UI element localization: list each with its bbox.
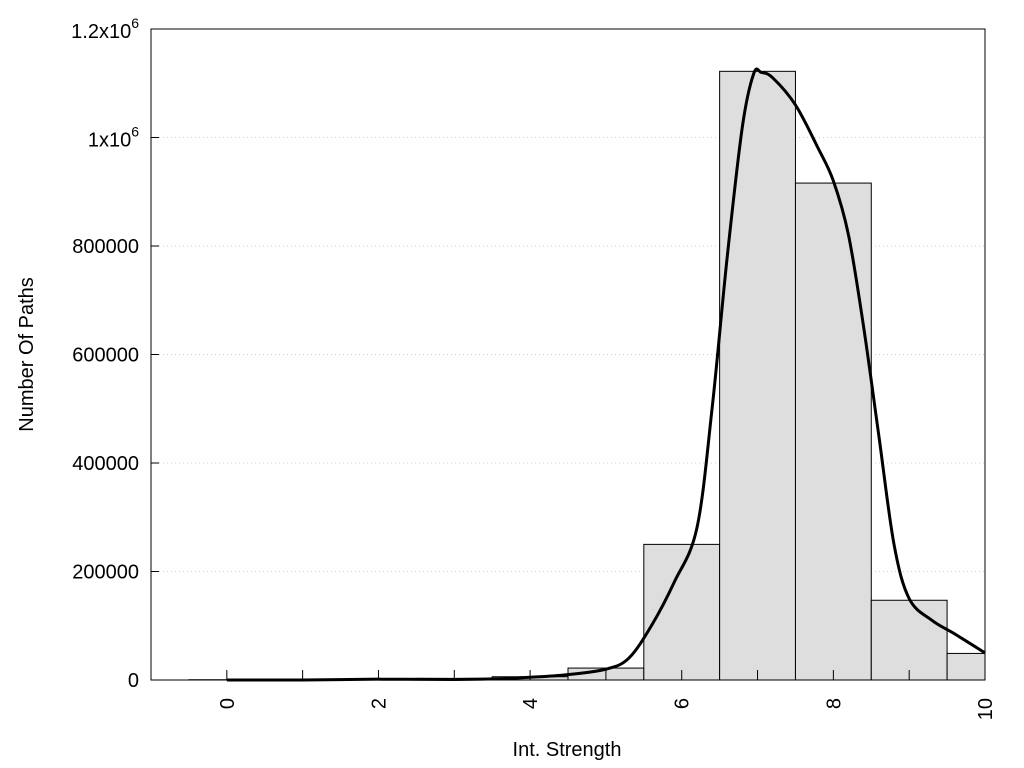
histogram-bar [643, 543, 721, 681]
histogram-bar [794, 182, 872, 681]
density-curve [226, 67, 986, 682]
y-axis-ticks: 0 200000 400000 600000 800000 1x106 1.2x106 [71, 15, 159, 692]
y-tick-label: 1.2x106 [71, 15, 139, 43]
histogram-bar [870, 599, 948, 681]
y-tick-label: 0 [128, 670, 139, 692]
y-tick-label: 1x106 [88, 124, 139, 152]
x-tick-label: 10 [975, 698, 997, 720]
x-tick-label: 0 [217, 698, 239, 709]
y-axis-label: Number Of Paths [16, 277, 38, 432]
y-tick-label: 800000 [72, 236, 139, 258]
x-axis-label: Int. Strength [513, 739, 622, 761]
histogram-bars [188, 70, 986, 681]
x-tick-label: 6 [672, 698, 694, 709]
y-tick-label: 200000 [72, 562, 139, 584]
x-tick-label: 2 [368, 698, 390, 709]
grid-lines [151, 137, 985, 572]
x-tick-label: 8 [823, 698, 845, 709]
histogram-bar [719, 70, 796, 681]
y-tick-label: 600000 [72, 345, 139, 367]
x-tick-label: 4 [520, 698, 542, 709]
y-tick-label: 400000 [72, 453, 139, 475]
x-axis-ticks: 0 2 4 6 8 10 [150, 670, 997, 720]
histogram-bar [946, 652, 986, 681]
